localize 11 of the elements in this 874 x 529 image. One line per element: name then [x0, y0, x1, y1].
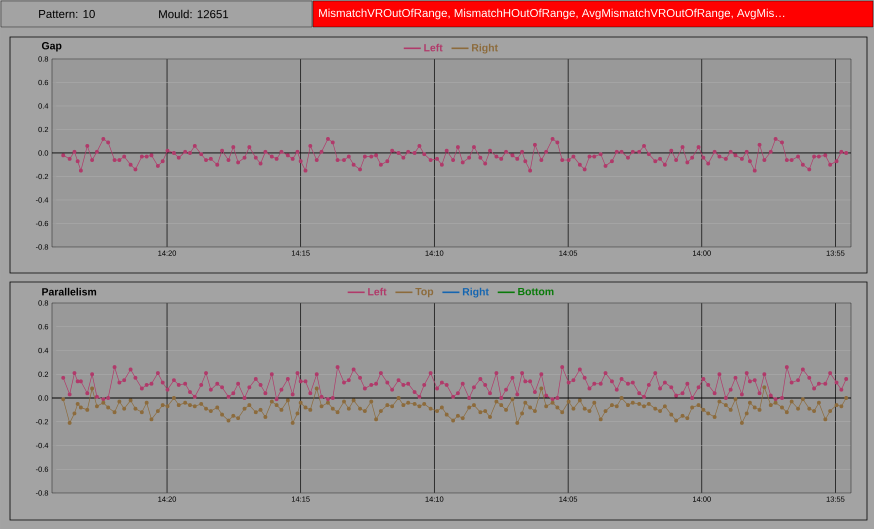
text: Pattern: 10 [39, 10, 95, 18]
text: MismatchVROutOfRange, MismatchHOutOfRange, AvgMismatchVROutOfRange, AvgMis… [319, 8, 784, 20]
chart-title: Gap [42, 42, 62, 52]
legend-label: Bottom [518, 288, 554, 296]
legend-label: Right [462, 288, 489, 298]
text: Mould: 12651 [159, 10, 228, 18]
legend-label: Right [472, 44, 498, 54]
chart-title: Parallelism [42, 288, 96, 296]
legend-label: Top [415, 288, 434, 298]
legend-label: Left [368, 288, 387, 296]
legend-label: Left [424, 44, 443, 52]
